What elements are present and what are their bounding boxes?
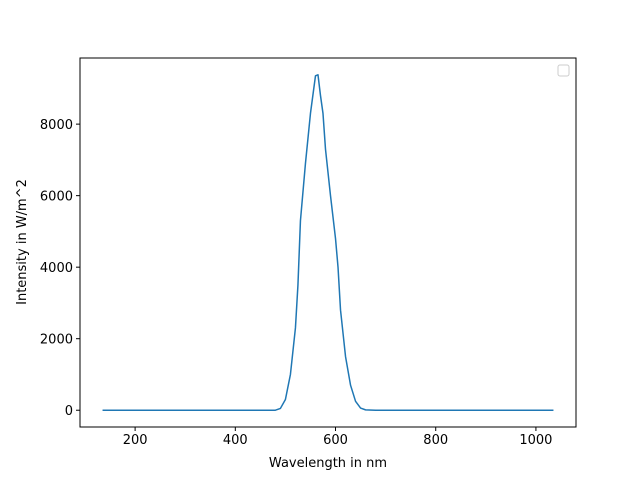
y-tick-label: 4000 — [40, 261, 73, 276]
y-tick-label: 2000 — [40, 333, 73, 348]
y-tick-label: 8000 — [40, 118, 73, 133]
y-axis-label: Intensity in W/m^2 — [15, 179, 30, 305]
x-axis-label: Wavelength in nm — [269, 456, 387, 471]
plot-area — [102, 74, 554, 411]
y-tick-label: 6000 — [40, 190, 73, 205]
x-tick-label: 400 — [223, 433, 248, 448]
x-tick-label: 200 — [123, 433, 148, 448]
x-tick-label: 600 — [323, 433, 348, 448]
x-tick-label: 1000 — [519, 433, 552, 448]
y-tick-label: 0 — [65, 404, 73, 419]
legend-box — [557, 64, 570, 77]
line-series — [102, 74, 554, 411]
x-tick-label: 800 — [423, 433, 448, 448]
axes-frame — [79, 57, 577, 428]
